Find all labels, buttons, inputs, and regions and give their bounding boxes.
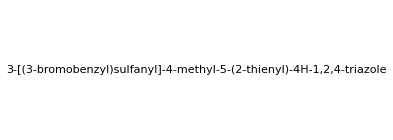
Text: 3-[(3-bromobenzyl)sulfanyl]-4-methyl-5-(2-thienyl)-4H-1,2,4-triazole: 3-[(3-bromobenzyl)sulfanyl]-4-methyl-5-(… — [6, 65, 387, 75]
